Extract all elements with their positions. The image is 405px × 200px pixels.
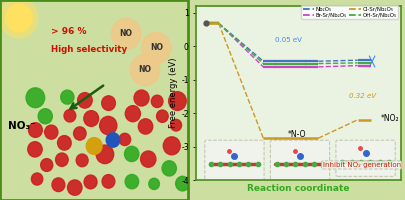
Circle shape [52,178,65,192]
Circle shape [32,173,43,185]
X-axis label: Reaction coordinate: Reaction coordinate [247,184,350,193]
Text: NO: NO [150,44,163,52]
Circle shape [28,142,42,157]
Circle shape [78,93,92,108]
Text: Inhibit NO₂ generation: Inhibit NO₂ generation [322,162,401,168]
Circle shape [40,159,53,171]
Circle shape [176,176,190,191]
Circle shape [111,18,141,50]
Circle shape [124,146,139,162]
Circle shape [86,138,102,154]
Circle shape [100,116,117,135]
Circle shape [0,0,38,38]
Circle shape [38,109,52,124]
Text: High selectivity: High selectivity [51,46,127,54]
Circle shape [64,110,76,122]
FancyBboxPatch shape [336,140,395,176]
FancyBboxPatch shape [271,140,330,181]
Legend: Nb₂O₅, Br-Sr/Nb₂O₅, Cl-Sr/Nb₂O₅, OH-Sr/Nb₂O₅: Nb₂O₅, Br-Sr/Nb₂O₅, Cl-Sr/Nb₂O₅, OH-Sr/N… [301,5,398,19]
Circle shape [96,145,114,164]
Circle shape [55,153,68,166]
Circle shape [171,119,181,131]
Circle shape [84,111,99,126]
Circle shape [106,133,120,147]
Text: *NO₂: *NO₂ [381,114,400,123]
Circle shape [149,178,160,190]
Circle shape [125,174,139,189]
Circle shape [134,90,149,106]
Circle shape [74,127,86,140]
Circle shape [125,106,141,122]
Circle shape [102,175,115,188]
Circle shape [168,92,186,110]
Circle shape [28,123,43,137]
Circle shape [141,151,156,167]
Circle shape [157,110,168,122]
Circle shape [26,88,45,108]
Circle shape [61,90,74,104]
Circle shape [142,32,171,64]
Circle shape [139,119,153,134]
Text: NO: NO [139,66,151,74]
Text: 0.32 eV: 0.32 eV [349,93,375,99]
Circle shape [151,95,163,108]
Circle shape [162,161,176,176]
Circle shape [102,96,115,110]
Circle shape [84,175,97,189]
Circle shape [58,136,71,150]
Circle shape [163,137,180,155]
Text: *N-O: *N-O [288,130,307,139]
Circle shape [68,180,82,195]
Text: NO₃⁻: NO₃⁻ [8,121,35,131]
Circle shape [6,4,32,32]
Text: NO: NO [120,29,133,38]
Y-axis label: Free energy (eV): Free energy (eV) [169,58,178,128]
Circle shape [45,125,58,139]
Circle shape [76,154,88,167]
Text: 0.05 eV: 0.05 eV [275,37,302,43]
Circle shape [130,54,160,86]
Circle shape [119,133,131,146]
FancyBboxPatch shape [205,140,264,181]
Text: > 96 %: > 96 % [51,27,86,36]
